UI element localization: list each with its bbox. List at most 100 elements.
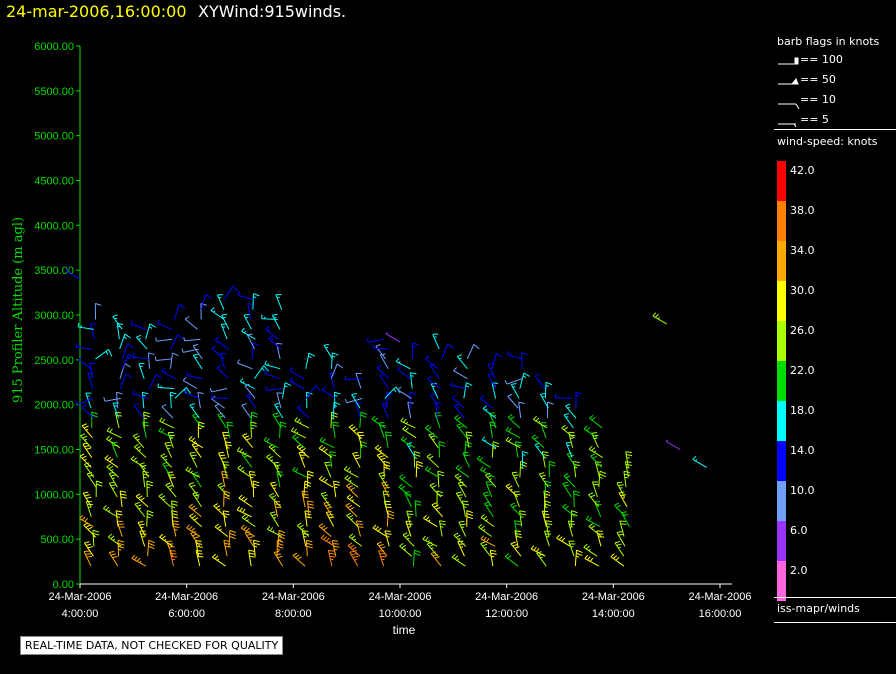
barb-flag: [132, 433, 138, 437]
barb-flag: [162, 455, 168, 459]
wind-barb: [218, 452, 226, 468]
barb-flag: [195, 539, 202, 542]
barb-flag: [229, 532, 236, 537]
barb-flag: [403, 437, 408, 442]
barb-flag: [294, 554, 300, 558]
barb-flag: [270, 511, 276, 514]
barb-half-flag: [217, 558, 220, 561]
wind-barb: [142, 471, 146, 488]
speed-swatch: [777, 161, 786, 201]
wind-barb: [404, 492, 412, 508]
barb-flag: [77, 322, 80, 328]
barb-flag: [432, 553, 438, 557]
wind-barb: [95, 349, 109, 360]
wind-barb: [381, 482, 390, 498]
barb-flag: [332, 540, 339, 542]
barb-flag: [480, 514, 485, 518]
barb-flag: [532, 415, 537, 420]
barb-flag: [143, 473, 150, 477]
barb-flag: [171, 510, 178, 513]
wind-barb: [192, 355, 203, 370]
barb-half-flag: [325, 346, 329, 349]
wind-barb: [349, 551, 359, 567]
barb-flag: [170, 391, 177, 395]
wind-barb: [451, 556, 466, 567]
wind-barb: [531, 436, 545, 449]
wind-barb: [115, 510, 119, 527]
barb-flag: [277, 555, 283, 559]
barb-flag: [296, 522, 302, 526]
barb-flag: [84, 550, 90, 553]
wind-barb: [619, 520, 625, 537]
wind-barb: [376, 543, 388, 557]
barb-flag: [599, 470, 607, 475]
wind-barb: [384, 530, 390, 547]
barb-flag: [161, 418, 166, 423]
barb-flag: [615, 556, 620, 561]
barb-flag: [480, 525, 485, 530]
barb-flag: [185, 466, 189, 471]
wind-barb: [325, 512, 335, 527]
barb-flag: [134, 443, 139, 448]
wind-barb: [211, 348, 225, 360]
barb-flag: [439, 520, 446, 523]
barb-half-flag: [349, 470, 352, 473]
legend-panel: barb flags in knots == 100 == 50 == 10 =…: [774, 28, 896, 628]
wind-barb: [135, 495, 149, 508]
barb-flag: [250, 424, 257, 427]
barb-half-flag: [520, 466, 524, 469]
barb-flag: [212, 553, 217, 558]
barb-half-flag: [246, 519, 249, 522]
barb-flag: [328, 549, 335, 552]
wind-barb: [555, 397, 572, 399]
wind-barb: [267, 528, 282, 537]
barb-flag: [535, 417, 540, 422]
barb-flag: [274, 550, 280, 554]
barb-flag: [275, 506, 282, 509]
barb-flag: [583, 543, 588, 548]
legend-divider: [774, 597, 896, 598]
barb-flag: [466, 510, 474, 514]
barb-flag: [136, 334, 142, 338]
barb-flag: [563, 473, 569, 477]
barb-half-flag: [567, 406, 571, 409]
barb-flag: [587, 556, 591, 561]
barb-flag: [299, 446, 304, 450]
wind-barb: [480, 516, 495, 528]
barb-flag: [483, 491, 489, 494]
wind-barb: [271, 315, 281, 330]
wind-barb: [145, 323, 151, 340]
barb-flag: [107, 533, 113, 538]
barb-half-flag: [270, 338, 274, 341]
barb-half-flag: [522, 453, 526, 456]
barb-flag: [542, 451, 549, 454]
barb-half-flag: [398, 360, 401, 364]
barb-flag: [490, 552, 497, 555]
barb-flag: [292, 434, 297, 438]
barb-half-flag: [248, 396, 252, 399]
wind-barb: [590, 455, 603, 468]
barb-flag: [161, 403, 167, 407]
barb-flag: [452, 394, 457, 399]
barb-flag: [345, 502, 351, 506]
barb-flag: [65, 267, 70, 272]
barb-flag: [277, 545, 284, 549]
barb-flag: [223, 490, 231, 494]
barb-flag: [374, 444, 380, 449]
barb-half-flag: [381, 477, 385, 480]
wind-barb: [588, 494, 600, 508]
wind-barb: [568, 540, 575, 557]
barb-flag: [540, 474, 547, 477]
barb-flag: [294, 468, 299, 473]
barb-flag: [387, 513, 395, 517]
x-tick-date: 24-Mar-2006: [689, 591, 752, 603]
barb-flag: [248, 549, 255, 552]
speed-swatch: [777, 521, 786, 561]
wind-barb: [252, 481, 255, 498]
barb-half-flag: [253, 296, 257, 299]
barb-flag: [424, 424, 430, 429]
barb-flag: [183, 336, 185, 342]
wind-barb: [458, 521, 467, 537]
barb-flag: [355, 457, 361, 460]
barb-flag: [455, 534, 461, 538]
